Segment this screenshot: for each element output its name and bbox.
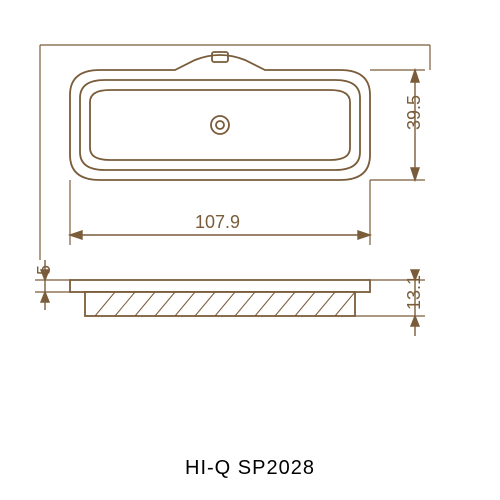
top-view [70,52,370,180]
dim-thickness-a-label: 5 [34,265,54,275]
drawing-canvas: NIPPARTS moved by mechanics 107.9 [0,0,500,500]
caption-partno: SP2028 [238,457,315,479]
caption: HI-Q SP2028 [0,457,500,480]
dim-thickness-b: 13.1 [404,270,424,336]
side-view [70,280,370,316]
ext-lines-thick-a [35,280,70,292]
caption-brand: HI-Q [185,457,231,479]
dim-height: 39.5 [404,70,424,180]
dim-height-label: 39.5 [404,95,424,130]
dim-width-label: 107.9 [195,212,240,232]
dim-thickness-b-label: 13.1 [404,275,424,310]
technical-drawing: NIPPARTS moved by mechanics 107.9 [0,0,500,500]
dim-width: 107.9 [70,212,370,239]
dim-thickness-a: 5 [34,260,54,310]
